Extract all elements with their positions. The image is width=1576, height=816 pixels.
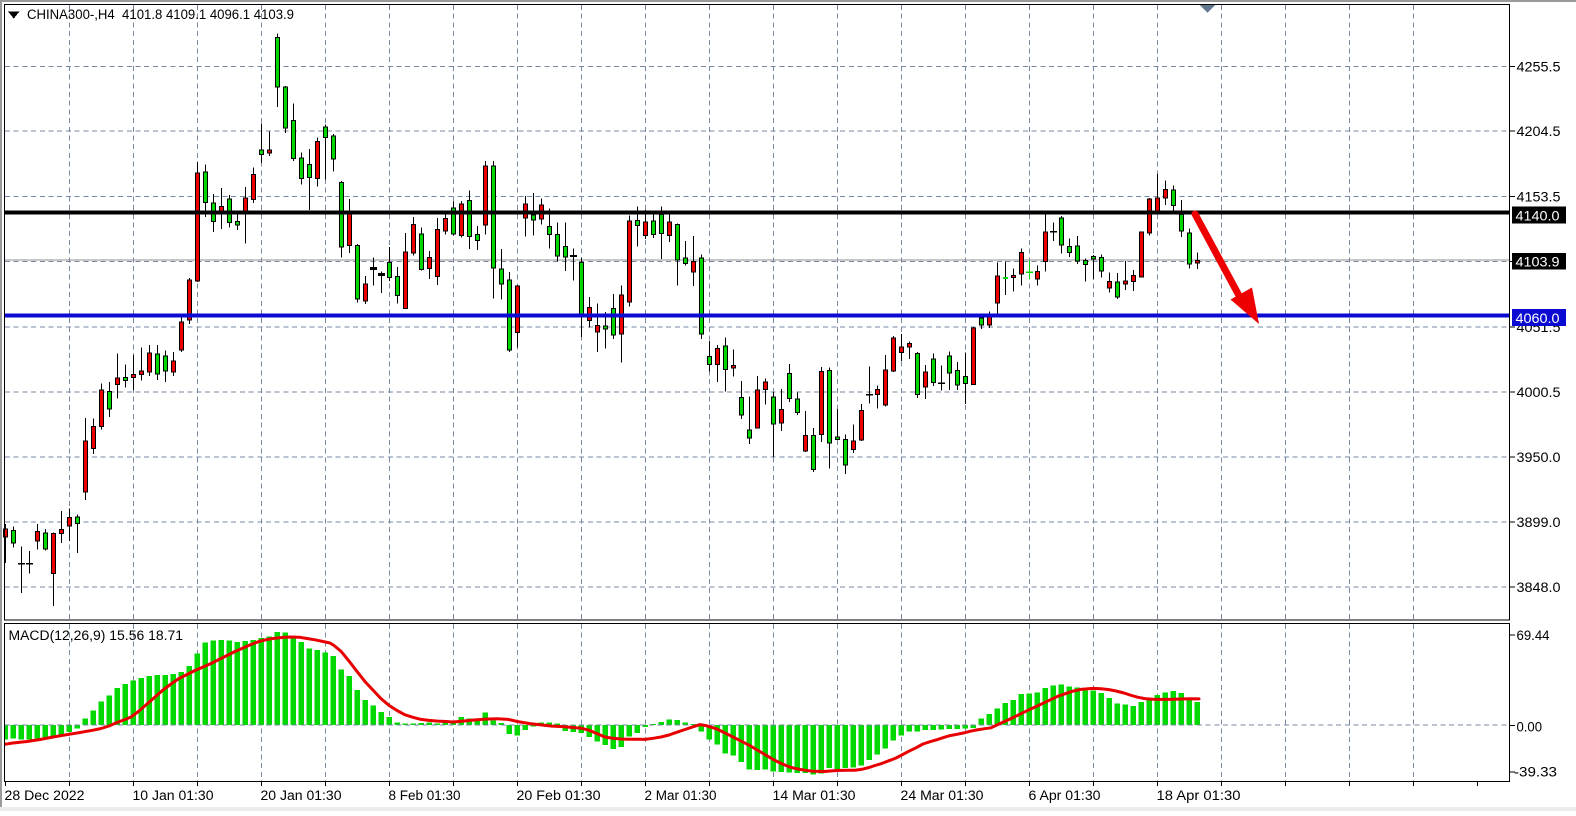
svg-text:4255.5: 4255.5 <box>1517 59 1561 75</box>
svg-text:2 Mar 01:30: 2 Mar 01:30 <box>645 788 717 804</box>
svg-text:3848.0: 3848.0 <box>1517 580 1561 596</box>
svg-text:4204.5: 4204.5 <box>1517 124 1561 140</box>
svg-text:3899.0: 3899.0 <box>1517 515 1561 531</box>
svg-text:4060.0: 4060.0 <box>1516 311 1560 327</box>
svg-text:20 Jan 01:30: 20 Jan 01:30 <box>261 788 342 804</box>
svg-text:6 Apr 01:30: 6 Apr 01:30 <box>1029 788 1101 804</box>
svg-text:CHINA300-,H4 4101.8 4109.1 40: CHINA300-,H4 4101.8 4109.1 4096.1 4103.9 <box>27 7 294 23</box>
svg-text:28 Dec 2022: 28 Dec 2022 <box>5 788 85 804</box>
svg-text:0.00: 0.00 <box>1517 719 1543 735</box>
svg-text:4153.5: 4153.5 <box>1517 189 1561 205</box>
svg-text:-39.33: -39.33 <box>1514 765 1557 781</box>
svg-text:14 Mar 01:30: 14 Mar 01:30 <box>773 788 856 804</box>
svg-text:8 Feb 01:30: 8 Feb 01:30 <box>389 788 461 804</box>
svg-text:4140.0: 4140.0 <box>1516 208 1560 224</box>
svg-text:20 Feb 01:30: 20 Feb 01:30 <box>517 788 601 804</box>
svg-text:10 Jan 01:30: 10 Jan 01:30 <box>133 788 214 804</box>
svg-text:4103.9: 4103.9 <box>1516 255 1560 271</box>
svg-text:24 Mar 01:30: 24 Mar 01:30 <box>901 788 984 804</box>
svg-text:18 Apr 01:30: 18 Apr 01:30 <box>1157 788 1241 804</box>
svg-text:4000.5: 4000.5 <box>1517 385 1561 401</box>
svg-text:69.44: 69.44 <box>1517 628 1550 644</box>
svg-text:3950.0: 3950.0 <box>1517 450 1561 466</box>
svg-text:MACD(12,26,9) 15.56 18.71: MACD(12,26,9) 15.56 18.71 <box>9 628 184 644</box>
